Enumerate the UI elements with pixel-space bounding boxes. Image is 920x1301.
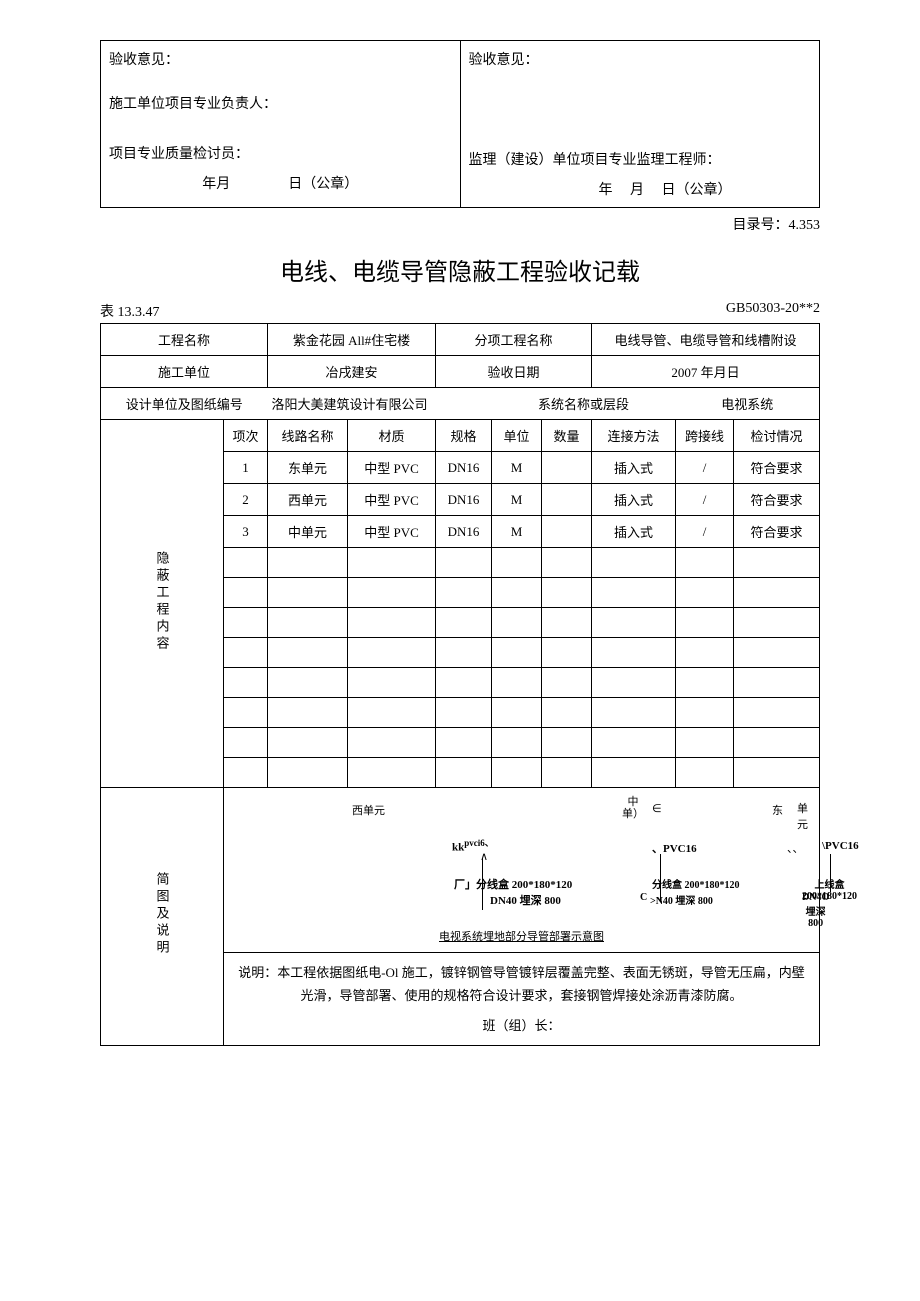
proj-name-label: 工程名称 — [101, 324, 268, 356]
acceptance-opinion-table: 验收意见： 施工单位项目专业负责人： 项目专业质量检讨员： 年月 日（公章） 验… — [100, 40, 820, 208]
col-qty: 数量 — [542, 420, 592, 452]
cell-mat: 中型 PVC — [348, 452, 436, 484]
left-inspector-label: 项目专业质量检讨员： — [109, 143, 452, 163]
cell-conn: 插入式 — [592, 484, 676, 516]
column-header-row: 隐蔽工程内容 项次 线路名称 材质 规格 单位 数量 连接方法 跨接线 检讨情况 — [101, 420, 820, 452]
right-day-stamp: 日（公章） — [662, 183, 732, 198]
diag-mid-char: ∈ — [652, 802, 662, 815]
table-number: 表 13.3.47 — [100, 301, 160, 321]
cell-chk: 符合要求 — [734, 484, 820, 516]
diag-pvc16b: \PVC16 — [822, 840, 859, 852]
meta-row: 表 13.3.47 GB50303-20**2 — [100, 301, 820, 321]
col-spec: 规格 — [436, 420, 492, 452]
right-opinion-label: 验收意见： — [469, 49, 812, 69]
col-item-no: 项次 — [224, 420, 268, 452]
page-title: 电线、电缆导管隐蔽工程验收记载 — [100, 252, 820, 287]
contractor-label: 施工单位 — [101, 356, 268, 388]
col-line-name: 线路名称 — [268, 420, 348, 452]
cell-jump: / — [676, 484, 734, 516]
cell-mat: 中型 PVC — [348, 516, 436, 548]
right-month: 月 — [630, 183, 644, 198]
header-row-3: 设计单位及图纸编号 洛阳大美建筑设计有限公司 系统名称或层段 电视系统 — [101, 388, 820, 420]
cell-chk: 符合要求 — [734, 452, 820, 484]
diag-box3-l2: DN4O 埋深 800 — [802, 892, 829, 929]
cell-mat: 中型 PVC — [348, 484, 436, 516]
main-record-table: 工程名称 紫金花园 All#住宅楼 分项工程名称 电线导管、电缆导管和线槽附设 … — [100, 323, 820, 1046]
col-jump: 跨接线 — [676, 420, 734, 452]
cell-spec: DN16 — [436, 452, 492, 484]
sub-proj: 电线导管、电缆导管和线槽附设 — [592, 324, 820, 356]
diagram-cell: 西单元 中单） ∈ 东 单元 kkpvci6、 ∧ 、PVC16 、、 \PVC… — [224, 788, 820, 953]
diag-box2-c: C — [640, 892, 647, 903]
sub-proj-label: 分项工程名称 — [436, 324, 592, 356]
header-row-2: 施工单位 冶戌建安 验收日期 2007 年月日 — [101, 356, 820, 388]
proj-name: 紫金花园 All#住宅楼 — [268, 324, 436, 356]
cell-jump: / — [676, 516, 734, 548]
col-material: 材质 — [348, 420, 436, 452]
right-year: 年 — [599, 183, 613, 198]
cell-name: 西单元 — [268, 484, 348, 516]
cell-qty — [542, 452, 592, 484]
cell-n: 2 — [224, 484, 268, 516]
diagram-area: 西单元 中单） ∈ 东 单元 kkpvci6、 ∧ 、PVC16 、、 \PVC… — [232, 796, 811, 926]
diag-box2-l1: 分线盒 200*180*120 — [652, 876, 740, 891]
diagram-side-header: 简图及说明 — [101, 788, 224, 1046]
col-check: 检讨情况 — [734, 420, 820, 452]
cell-qty — [542, 516, 592, 548]
cell-name: 东单元 — [268, 452, 348, 484]
right-opinion-cell: 验收意见： 监理（建设）单位项目专业监理工程师： 年 月 日（公章） — [460, 41, 820, 208]
cell-chk: 符合要求 — [734, 516, 820, 548]
diag-pvc16a: 、PVC16 — [652, 840, 697, 856]
cell-spec: DN16 — [436, 516, 492, 548]
cell-name: 中单元 — [268, 516, 348, 548]
cell-unit: M — [492, 452, 542, 484]
content-side-header: 隐蔽工程内容 — [101, 420, 224, 788]
diag-east-prefix: 东 — [772, 802, 783, 818]
cell-conn: 插入式 — [592, 452, 676, 484]
system: 电视系统 — [676, 388, 820, 420]
cell-unit: M — [492, 484, 542, 516]
design: 洛阳大美建筑设计有限公司 — [268, 388, 492, 420]
description-cell: 说明：本工程依据图纸电-Ol 施工，镀锌钢管导管镀锌层覆盖完整、表面无锈斑，导管… — [224, 953, 820, 1046]
cell-spec: DN16 — [436, 484, 492, 516]
cell-n: 3 — [224, 516, 268, 548]
diag-dash: 、、 — [787, 840, 804, 856]
left-date: 年月 — [202, 177, 230, 192]
left-opinion-cell: 验收意见： 施工单位项目专业负责人： 项目专业质量检讨员： 年月 日（公章） — [101, 41, 461, 208]
left-opinion-label: 验收意见： — [109, 49, 452, 69]
cell-jump: / — [676, 452, 734, 484]
system-label: 系统名称或层段 — [492, 388, 676, 420]
description-text: 说明：本工程依据图纸电-Ol 施工，镀锌钢管导管镀锌层覆盖完整、表面无锈斑，导管… — [234, 961, 809, 1008]
cell-qty — [542, 484, 592, 516]
left-stamp: 日（公章） — [288, 177, 358, 192]
right-eng-label: 监理（建设）单位项目专业监理工程师： — [469, 149, 812, 169]
cell-n: 1 — [224, 452, 268, 484]
diag-box2-l2: >N40 埋深 800 — [650, 892, 713, 907]
diag-mid: 中单） — [622, 796, 644, 820]
design-label: 设计单位及图纸编号 — [101, 388, 268, 420]
accept-date-label: 验收日期 — [436, 356, 592, 388]
diag-box1-l1: 厂」分线盒 200*180*120 — [454, 876, 572, 892]
diagram-row: 简图及说明 西单元 中单） ∈ 东 单元 kkpvci6、 ∧ 、PVC16 、… — [101, 788, 820, 953]
col-unit: 单位 — [492, 420, 542, 452]
accept-date: 2007 年月日 — [592, 356, 820, 388]
cell-conn: 插入式 — [592, 516, 676, 548]
diag-west: 西单元 — [352, 802, 385, 818]
catalog-number: 目录号：4.353 — [100, 214, 820, 234]
contractor: 冶戌建安 — [268, 356, 436, 388]
gb-code: GB50303-20**2 — [726, 301, 820, 321]
col-conn: 连接方法 — [592, 420, 676, 452]
team-leader: 班（组）长： — [234, 1014, 809, 1037]
diag-east: 单元 — [794, 800, 811, 832]
left-pm-label: 施工单位项目专业负责人： — [109, 93, 452, 113]
cell-unit: M — [492, 516, 542, 548]
diag-box1-l2: DN40 埋深 800 — [490, 892, 561, 908]
diagram-caption: 电视系统埋地部分导管部署示意图 — [232, 928, 811, 944]
header-row-1: 工程名称 紫金花园 All#住宅楼 分项工程名称 电线导管、电缆导管和线槽附设 — [101, 324, 820, 356]
